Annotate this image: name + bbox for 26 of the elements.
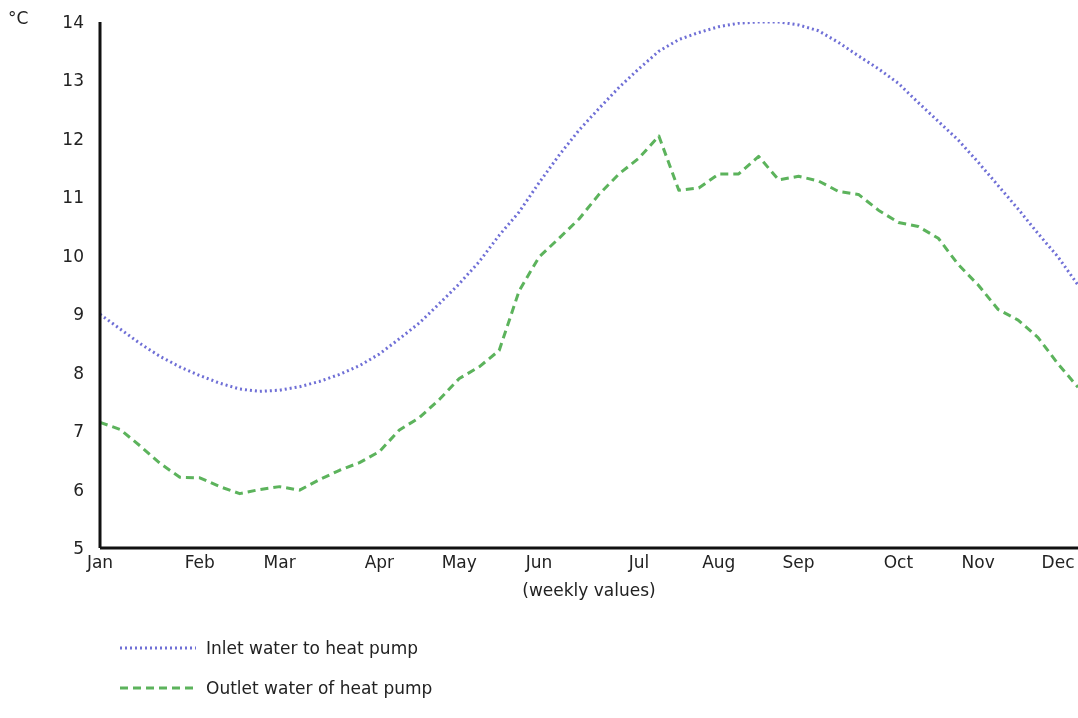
x-tick-label: Jan — [85, 552, 114, 573]
x-tick-label: Mar — [263, 552, 296, 573]
y-axis-title: °C — [8, 8, 29, 29]
x-tick-label: Oct — [883, 552, 914, 573]
y-tick-label: 14 — [62, 12, 84, 33]
x-tick-label: Apr — [364, 552, 395, 573]
x-tick-label: Jul — [627, 552, 650, 573]
y-tick-label: 12 — [62, 128, 84, 149]
y-tick-label: 6 — [73, 479, 84, 500]
y-tick-label: 10 — [62, 245, 84, 266]
x-tick-label: Feb — [184, 552, 215, 573]
y-tick-label: 7 — [73, 421, 84, 442]
x-tick-label: Dec — [1041, 552, 1075, 573]
x-tick-label: Nov — [961, 552, 995, 573]
x-tick-label: May — [441, 552, 477, 573]
x-tick-label: Aug — [702, 552, 736, 573]
y-tick-label: 13 — [62, 70, 84, 91]
y-tick-label: 8 — [73, 362, 84, 383]
x-axis-title: (weekly values) — [522, 580, 656, 600]
y-tick-label: 5 — [73, 538, 84, 559]
y-tick-label: 9 — [73, 304, 84, 325]
y-tick-label: 11 — [62, 187, 84, 208]
legend-label: Outlet water of heat pump — [206, 678, 433, 698]
x-tick-label: Jun — [524, 552, 553, 573]
x-tick-label: Sep — [782, 552, 815, 573]
legend-label: Inlet water to heat pump — [206, 638, 418, 658]
